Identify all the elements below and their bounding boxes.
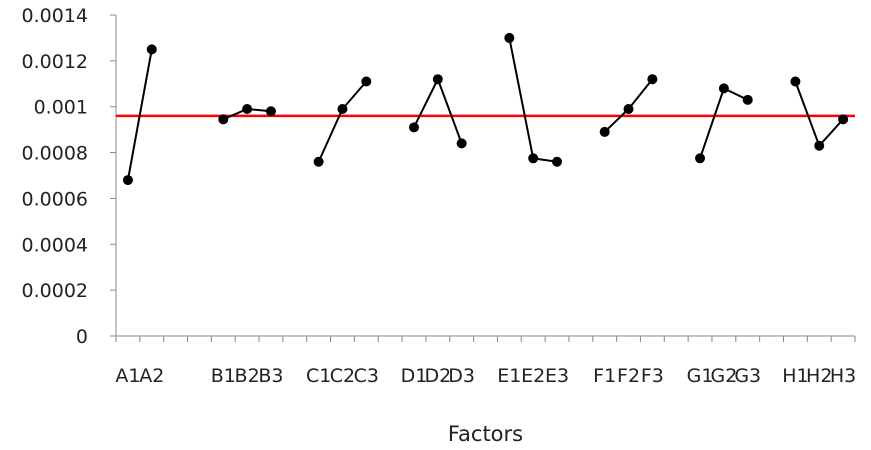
y-tick-label: 0.0004: [22, 234, 88, 256]
series-line: [413, 76, 463, 144]
x-tick-label: E3: [545, 365, 569, 387]
data-point: [623, 104, 634, 115]
x-tick-label: H3: [830, 365, 856, 387]
x-tick-label: F1: [593, 365, 616, 387]
data-point: [242, 104, 253, 115]
x-tick-label: F3: [641, 365, 664, 387]
data-point: [790, 76, 801, 87]
x-tick-label: C1: [306, 365, 331, 387]
x-tick-label: B2: [235, 365, 260, 387]
data-point: [146, 44, 157, 55]
data-point: [838, 114, 849, 125]
y-tick-label: 0.0002: [22, 280, 88, 302]
x-tick-label: B3: [258, 365, 283, 387]
x-axis-title: Factors: [448, 422, 523, 446]
data-point: [718, 83, 729, 94]
x-tick-label: D3: [448, 365, 475, 387]
series-line: [126, 49, 153, 181]
x-tick-label: C3: [354, 365, 379, 387]
series-line: [794, 81, 844, 148]
x-tick-label: C2: [330, 365, 355, 387]
data-point: [647, 74, 658, 85]
data-point: [122, 175, 133, 186]
y-tick-label: 0: [76, 326, 88, 348]
data-point: [504, 32, 515, 43]
series-line: [317, 80, 368, 163]
data-point: [265, 106, 276, 117]
x-tick-label: H1: [782, 365, 808, 387]
y-tick-label: 0.0008: [22, 143, 88, 165]
x-tick-label: E1: [497, 365, 521, 387]
x-tick-label: G2: [710, 365, 737, 387]
y-tick-label: 0.001: [34, 97, 88, 119]
x-tick-label: A1: [115, 365, 140, 387]
data-point: [408, 122, 419, 133]
x-tick-label: H2: [806, 365, 832, 387]
x-tick-label: B1: [211, 365, 236, 387]
data-point: [456, 138, 467, 149]
x-tick-label: D1: [401, 365, 428, 387]
x-tick-label: G3: [734, 365, 761, 387]
x-tick-label: F2: [617, 365, 640, 387]
x-tick-label: A2: [139, 365, 164, 387]
x-tick-label: D2: [424, 365, 451, 387]
data-point: [742, 94, 753, 105]
data-point: [528, 153, 539, 164]
y-tick-label: 0.0012: [22, 51, 88, 73]
series-line: [508, 37, 558, 163]
data-point: [552, 156, 563, 167]
data-point: [361, 76, 372, 87]
data-point: [432, 74, 443, 85]
data-point: [218, 114, 229, 125]
data-point: [337, 104, 348, 115]
data-point: [695, 153, 706, 164]
data-point: [814, 140, 825, 151]
data-point: [599, 126, 610, 137]
data-point: [313, 156, 324, 167]
x-tick-label: G1: [687, 365, 714, 387]
y-tick-label: 0.0014: [22, 5, 88, 27]
x-tick-label: E2: [521, 365, 545, 387]
y-tick-label: 0.0006: [22, 188, 88, 210]
series-line: [699, 86, 749, 159]
